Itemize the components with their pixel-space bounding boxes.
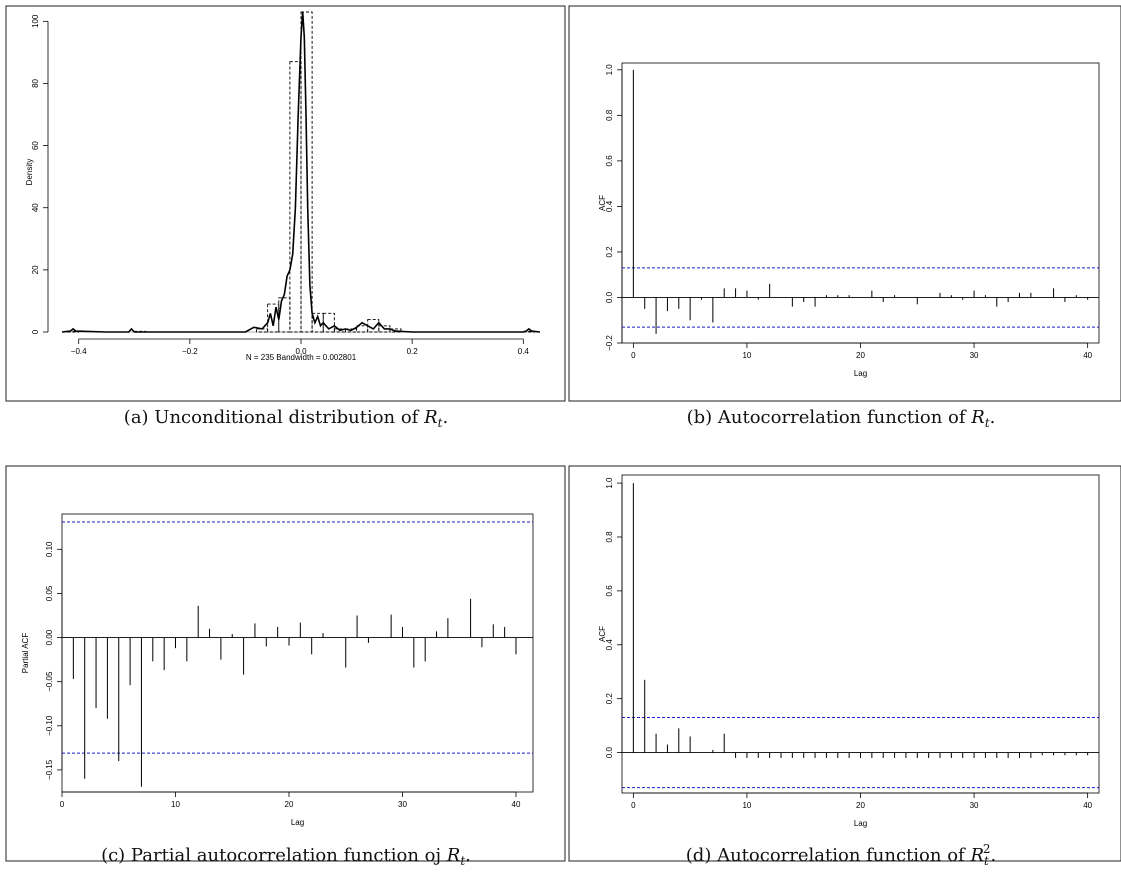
panel-c-xtick-label: 20	[285, 800, 294, 809]
panel-b-plot-box	[621, 62, 1100, 344]
panel-b-ytick-label: 0.4	[605, 200, 614, 212]
panel-a-frame	[5, 5, 566, 402]
panel-b-ytick-label: −0.2	[605, 335, 614, 351]
panel-c-frame	[5, 465, 566, 862]
panel-c-xtick-label: 40	[512, 800, 521, 809]
panel-b-ytick-label: 0.8	[605, 109, 614, 121]
panel-b-xtick-label: 20	[856, 351, 865, 360]
panel-d-xtick-label: 10	[742, 801, 751, 810]
histogram-bin	[378, 325, 391, 333]
panel-a-ytick-label: 60	[31, 141, 40, 150]
panel-c: 0 10 20 30 40 −0.15 −0.10 −0.05 0.00 0.05 0.10 Lag P…	[5, 465, 566, 862]
histogram-bin	[345, 328, 358, 333]
panel-a-xlabel: N = 235 Bandwidth = 0.002801	[246, 353, 357, 362]
panel-c-ytick-label: −0.05	[45, 671, 54, 692]
panel-b-xtick-label: 40	[1083, 351, 1092, 360]
panel-b-xtick-label: 30	[970, 351, 979, 360]
panel-b-ytick-label: 0.0	[605, 291, 614, 303]
panel-c-xtick-label: 10	[171, 800, 180, 809]
panel-b-ytick-label: 0.6	[605, 155, 614, 167]
panel-c-plot-box	[61, 513, 534, 793]
panel-d: 0 10 20 30 40 0.0 0.2 0.4 0.6 0.8 1.0 Lag ACF	[568, 465, 1121, 862]
panel-c-caption: (c) Partial autocorrelation function oj …	[101, 845, 471, 868]
panel-a-ytick-label: 20	[31, 265, 40, 274]
panel-d-ytick-label: 0.0	[605, 746, 614, 758]
histogram-bin	[367, 319, 380, 333]
panel-b-xtick-label: 0	[631, 351, 636, 360]
panel-a-xtick-label: 0.0	[295, 347, 307, 356]
panel-a-ytick-label: 0	[31, 329, 40, 334]
panel-c-ytick-label: −0.10	[45, 715, 54, 736]
histogram-bin	[356, 325, 369, 333]
panel-c-xlabel: Lag	[291, 818, 304, 827]
histogram-bin	[300, 11, 313, 333]
panel-b-caption: (b) Autocorrelation function of Rt.	[687, 407, 996, 430]
panel-d-xtick-label: 20	[856, 801, 865, 810]
panel-a-xtick-label: 0.4	[518, 347, 530, 356]
panel-d-ytick-label: 0.8	[605, 531, 614, 543]
panel-c-ytick-label: −0.15	[45, 759, 54, 780]
panel-d-ytick-label: 0.2	[605, 693, 614, 705]
panel-a-ytick-label: 40	[31, 203, 40, 212]
density-curve	[61, 11, 541, 333]
panel-d-ytick-label: 0.4	[605, 639, 614, 651]
panel-a-xtick-label: −0.4	[71, 347, 87, 356]
panel-c-xtick-label: 0	[60, 800, 65, 809]
panel-a-caption: (a) Unconditional distribution of Rt.	[124, 407, 448, 430]
panel-c-ytick-label: 0.05	[45, 585, 54, 601]
panel-a-ytick-label: 100	[31, 14, 40, 28]
panel-d-xtick-label: 30	[970, 801, 979, 810]
panel-b-xtick-label: 10	[742, 351, 751, 360]
panel-b-ylabel: ACF	[598, 195, 607, 211]
panel-b-frame	[568, 5, 1121, 402]
panel-b-ytick-label: 0.2	[605, 246, 614, 258]
panel-c-xtick-label: 30	[398, 800, 407, 809]
panel-d-frame	[568, 465, 1121, 862]
panel-d-plot-box	[621, 474, 1100, 794]
panel-c-ytick-label: 0.10	[45, 541, 54, 557]
histogram-bin	[278, 297, 291, 333]
panel-c-ytick-label: 0.00	[45, 629, 54, 645]
panel-d-ytick-label: 0.6	[605, 585, 614, 597]
panel-d-xtick-label: 0	[631, 801, 636, 810]
panel-b: 0 10 20 30 40 −0.2 0.0 0.2 0.4 0.6 0.8 1.0 Lag ACF	[568, 5, 1121, 402]
panel-d-xtick-label: 40	[1083, 801, 1092, 810]
histogram-bin	[389, 328, 402, 333]
panel-a: −0.4 −0.2 0.0 0.2 0.4 0 20 40 60 80 100 N = 235 Ban…	[5, 5, 566, 402]
panel-d-ylabel: ACF	[598, 626, 607, 642]
panel-b-xlabel: Lag	[854, 369, 867, 378]
panel-d-caption: (d) Autocorrelation function of Rt2.	[686, 842, 996, 868]
panel-a-xtick-label: 0.2	[407, 347, 419, 356]
panel-a-ylabel: Density	[25, 159, 34, 186]
panel-c-ylabel: Partial ACF	[21, 633, 30, 674]
panel-d-ytick-label: 1.0	[605, 477, 614, 489]
panel-d-xlabel: Lag	[854, 819, 867, 828]
panel-a-ytick-label: 80	[31, 78, 40, 87]
panel-b-ytick-label: 1.0	[605, 64, 614, 76]
panel-a-xtick-label: −0.2	[182, 347, 198, 356]
